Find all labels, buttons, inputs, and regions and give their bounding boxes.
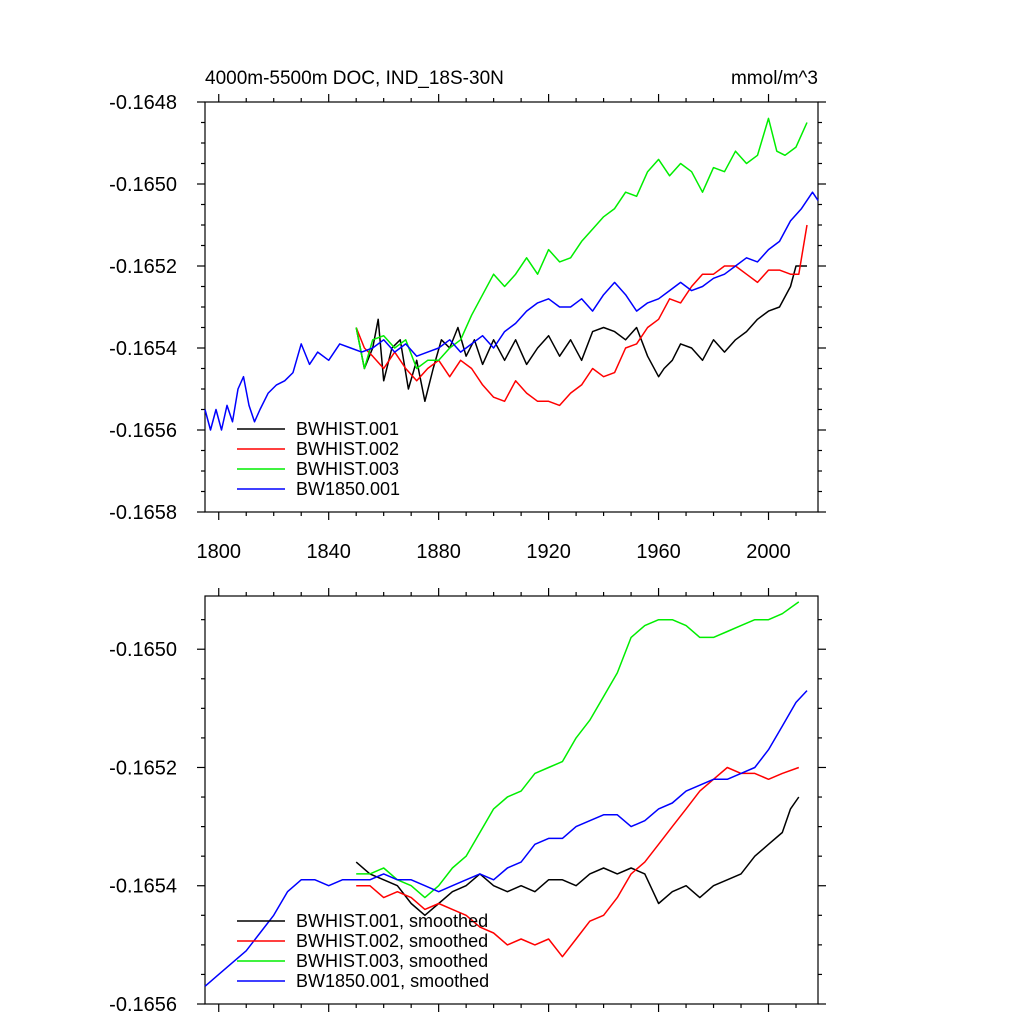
y-tick-label: -0.1652 bbox=[109, 256, 177, 278]
x-tick-label: 1840 bbox=[306, 541, 351, 563]
series-line-3 bbox=[355, 117, 808, 370]
legend-label: BWHIST.003, smoothed bbox=[296, 951, 488, 971]
legend-label: BWHIST.001, smoothed bbox=[296, 911, 488, 931]
series-line-4 bbox=[204, 690, 808, 987]
y-tick-label: -0.1650 bbox=[109, 639, 177, 661]
series-line-1 bbox=[355, 265, 807, 403]
legend-label: BWHIST.002, smoothed bbox=[296, 931, 488, 951]
y-tick-label: -0.1654 bbox=[109, 338, 177, 360]
series-line-4 bbox=[204, 191, 819, 431]
y-tick-label: -0.1648 bbox=[109, 92, 177, 114]
y-tick-label: -0.1658 bbox=[109, 502, 177, 524]
x-tick-label: 1800 bbox=[196, 541, 241, 563]
legend-label: BW1850.001, smoothed bbox=[296, 971, 489, 991]
legend-label: BWHIST.003 bbox=[296, 459, 399, 479]
plot-frame bbox=[204, 595, 819, 1005]
chart-title: 4000m-5500m DOC, IND_18S-30N bbox=[205, 68, 504, 89]
chart-panel-2: -0.1650 -0.1652 -0.1654 -0.1656 BWHIST.001, … bbox=[109, 588, 826, 1016]
units-label: mmol/m^3 bbox=[731, 68, 818, 89]
y-tick-label: -0.1650 bbox=[109, 174, 177, 196]
series-line-2 bbox=[355, 224, 808, 407]
y-tick-label: -0.1652 bbox=[109, 757, 177, 779]
y-tick-label: -0.1654 bbox=[109, 876, 177, 898]
chart-panel-1: 1800 1840 1880 1920 1960 2000 -0.1648 -0.1650 -0… bbox=[109, 68, 826, 563]
legend-label: BW1850.001 bbox=[296, 479, 400, 499]
x-tick-label: 1960 bbox=[636, 541, 681, 563]
y-tick-label: -0.1656 bbox=[109, 420, 177, 442]
series-line-1 bbox=[355, 796, 800, 917]
series-line-2 bbox=[356, 766, 800, 958]
x-tick-label: 2000 bbox=[746, 541, 791, 563]
x-tick-label: 1920 bbox=[526, 541, 571, 563]
series-line-3 bbox=[356, 601, 800, 899]
legend-label: BWHIST.002 bbox=[296, 439, 399, 459]
legend-label: BWHIST.001 bbox=[296, 419, 399, 439]
y-tick-label: -0.1656 bbox=[109, 994, 177, 1016]
x-tick-label: 1880 bbox=[416, 541, 461, 563]
